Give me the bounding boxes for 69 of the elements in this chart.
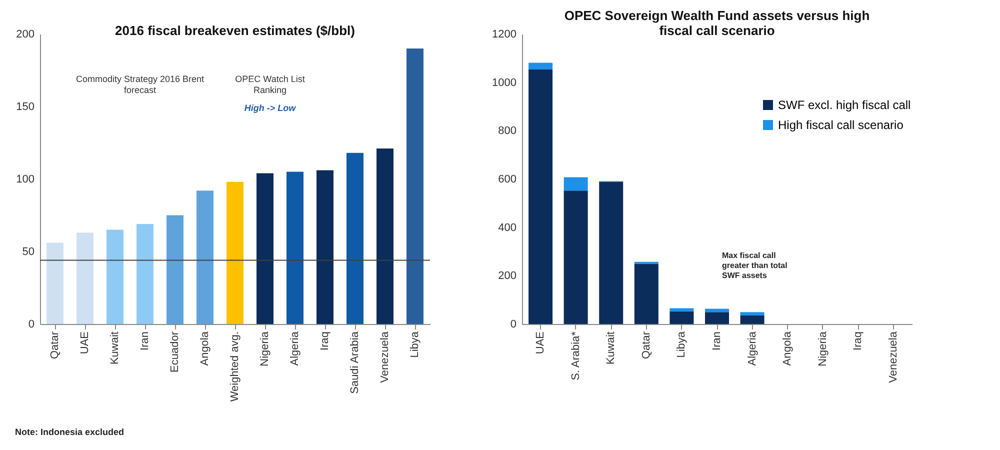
bar [166,215,184,324]
x-tick-label: S. Arabia* [570,330,582,380]
x-tick-label: Nigeria [816,330,829,366]
x-tick-label: Iraq [319,332,331,350]
x-tick-label: Qatar [49,331,61,360]
y-tick-label: 150 [16,101,34,113]
x-tick-label: UAE [79,332,91,354]
y-tick-label: 1000 [492,76,516,89]
annotation: Max fiscal call greater than total SWF assets [722,251,788,280]
y-tick-label: 200 [16,28,34,40]
annotation: High -> Low [244,103,297,113]
y-tick-label: 400 [498,222,516,234]
x-tick-label: Iraq [852,332,864,350]
bar [256,173,274,324]
bar [376,148,394,324]
y-tick-label: 100 [16,174,34,186]
x-tick-label: Weighted avg. [229,332,241,402]
bar [226,182,244,324]
x-tick-label: UAE [534,332,547,354]
x-tick-label: Iran [139,332,151,350]
bar [528,62,553,70]
bar [705,312,729,324]
bar [136,224,154,324]
bar [316,170,334,324]
x-tick-label: Algeria [289,330,301,366]
x-tick-label: Venezuela [379,330,391,383]
bar [406,48,424,324]
y-tick-label: 0 [510,318,516,330]
bar [196,190,214,324]
y-tick-label: 800 [498,125,516,138]
bar [346,152,364,324]
bar [76,232,94,324]
bar [564,190,588,324]
x-tick-label: Venezuela [887,330,900,383]
y-tick-label: 200 [498,270,516,282]
ref-line-label: Commodity Strategy 2016 Brent forecast [76,74,205,95]
x-tick-label: Qatar [640,331,652,360]
chart-title: OPEC Sovereign Wealth Fund assets versus high fiscal call scenario [564,8,870,38]
annotation: OPEC Watch List Ranking [235,74,306,95]
legend-label: SWF excl. high fiscal call [778,98,911,112]
bar [634,264,658,324]
y-tick-label: 50 [22,246,34,258]
x-tick-label: Saudi Arabia [349,330,361,394]
x-tick-label: Kuwait [605,332,618,365]
y-tick-label: 600 [498,174,516,186]
x-tick-label: Algeria [746,330,758,366]
bar [670,308,694,312]
bar [528,70,553,324]
x-tick-label: Kuwait [109,332,121,365]
x-tick-label: Iran [711,332,723,350]
x-tick-label: Angola [782,330,794,366]
x-tick-label: Ecuador [169,331,181,372]
bar [740,312,764,316]
y-tick-label: 1200 [492,28,516,40]
text: Note: Indonesia excluded [15,427,124,437]
legend-label: High fiscal call scenario [778,118,904,132]
x-tick-label: Libya [676,330,688,358]
y-tick-label: 0 [28,318,34,330]
x-tick-label: Nigeria [259,330,271,366]
bar [740,316,764,324]
bar [564,177,588,191]
chart-title: 2016 fiscal breakeven estimates ($/bbl) [115,23,355,38]
bar [46,242,64,324]
bar [599,182,624,324]
x-tick-label: Libya [409,330,421,358]
bar [106,230,124,324]
bar [286,172,304,324]
x-tick-label: Angola [199,330,211,366]
bar [670,311,694,324]
